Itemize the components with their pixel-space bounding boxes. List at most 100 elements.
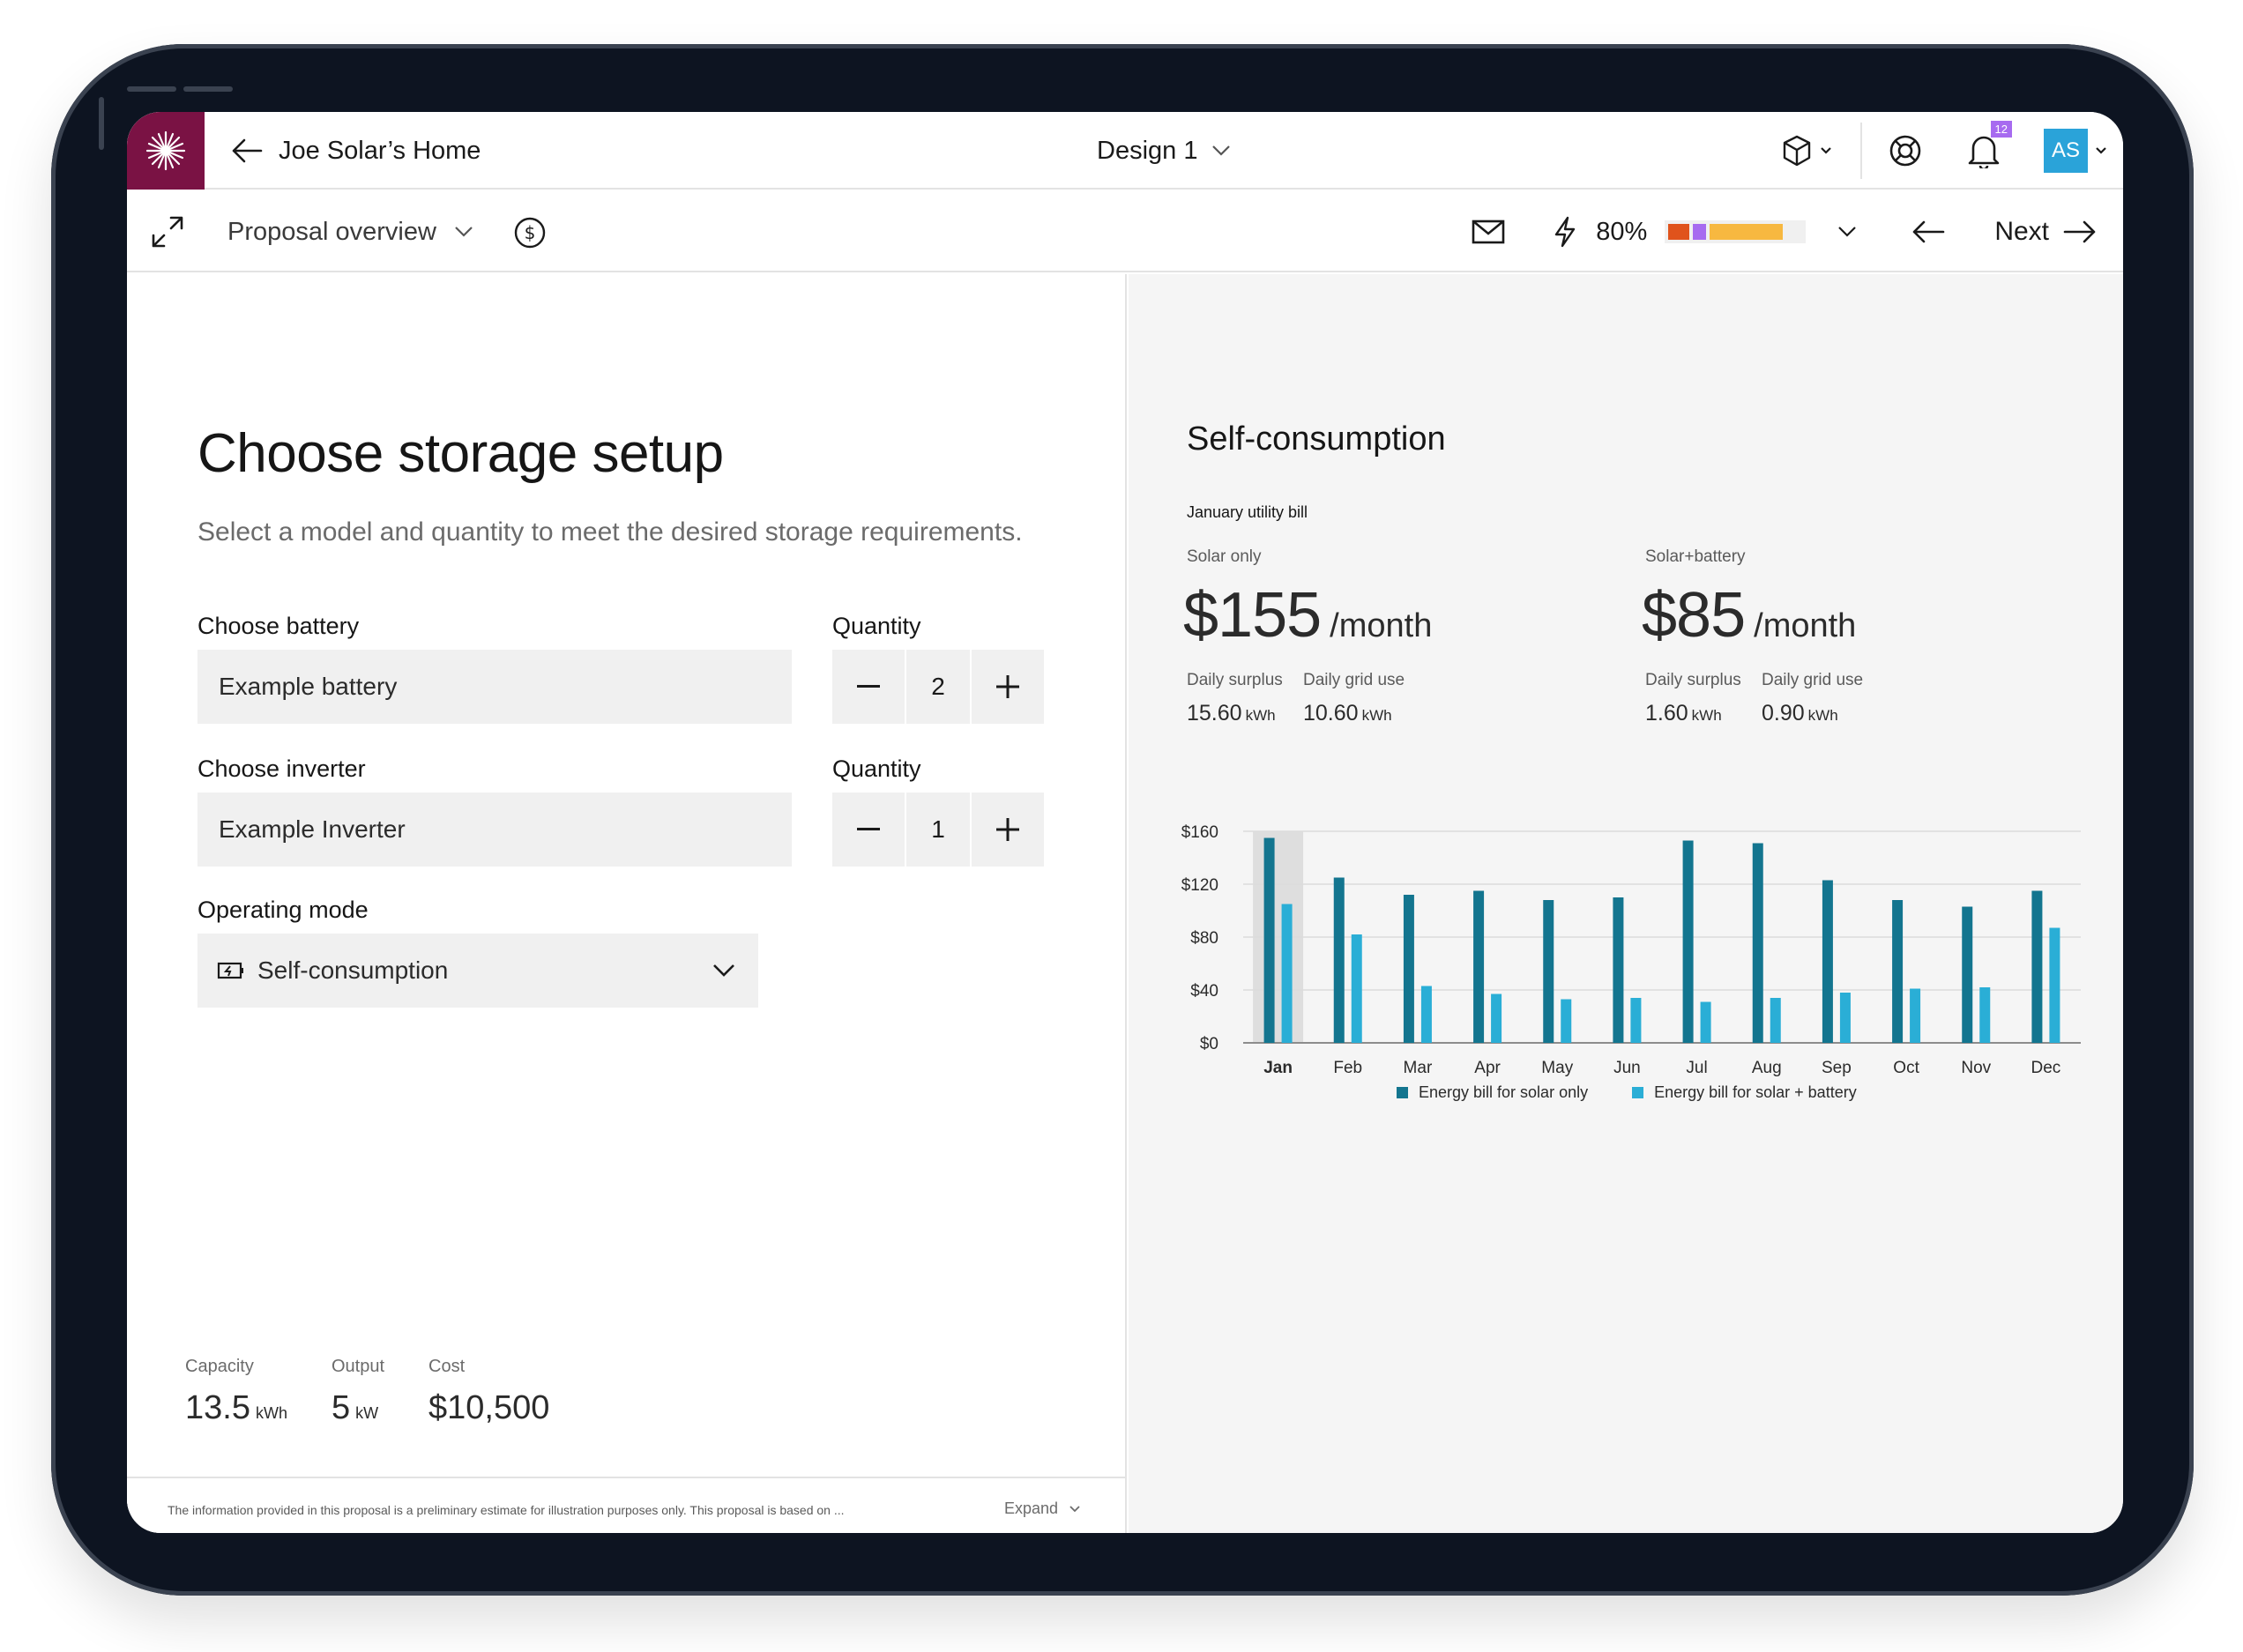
app-screen: Joe Solar’s Home Design 1 (127, 112, 2123, 1533)
bar-solar-only (1403, 895, 1414, 1043)
progress-segment (1710, 224, 1784, 240)
next-button[interactable]: Next (1994, 217, 2097, 247)
bar-solar-battery (1979, 987, 1991, 1043)
surplus-value: 1.60 kWh (1645, 701, 1722, 726)
legend-label: Energy bill for solar + battery (1654, 1083, 1857, 1101)
power-button (99, 97, 104, 150)
metric-unit: kWh (1807, 707, 1838, 724)
solar-only-label: Solar only (1187, 547, 1262, 566)
solar-battery-price: $85/month (1642, 579, 1856, 651)
previous-button[interactable] (1911, 220, 1945, 244)
panel-title: Self-consumption (1187, 420, 1446, 458)
bar-solar-only (1543, 900, 1554, 1043)
svg-text:$: $ (525, 222, 536, 243)
chevron-down-icon (713, 964, 734, 977)
email-button[interactable] (1471, 219, 1506, 245)
increment-button[interactable] (972, 650, 1044, 724)
increment-button[interactable] (972, 793, 1044, 867)
y-tick-label: $0 (1200, 1035, 1218, 1053)
proposal-overview-label: Proposal overview (227, 217, 436, 246)
bar-solar-battery (2049, 927, 2060, 1043)
plus-icon (996, 818, 1019, 841)
inverter-label: Choose inverter (197, 755, 366, 782)
cost-stat: Cost $10,500 (428, 1357, 555, 1427)
proposal-overview-selector[interactable]: Proposal overview (227, 211, 473, 253)
price-period: /month (1330, 607, 1433, 644)
battery-quantity-value[interactable]: 2 (906, 650, 970, 724)
energy-progress[interactable]: 80% (1552, 215, 1857, 249)
help-button[interactable] (1889, 134, 1922, 167)
home-title: Joe Solar’s Home (279, 136, 481, 165)
metric-number: 10.60 (1303, 701, 1359, 726)
top-right-actions: 12 AS (1781, 112, 2123, 190)
decrement-button[interactable] (832, 793, 905, 867)
bar-solar-only (1892, 900, 1904, 1043)
bar-solar-battery (1700, 1001, 1711, 1043)
battery-select[interactable]: Example battery (197, 650, 792, 724)
stat-label: Capacity (185, 1357, 254, 1376)
x-tick-label: Feb (1333, 1059, 1362, 1077)
metric-number: 15.60 (1187, 701, 1242, 726)
bar-solar-only (1613, 897, 1624, 1043)
fullscreen-button[interactable] (148, 212, 187, 251)
progress-bar (1665, 220, 1807, 243)
account-menu[interactable]: AS (2044, 129, 2107, 173)
legend-swatch (1397, 1087, 1408, 1098)
stat-value: $10,500 (428, 1389, 550, 1426)
bar-solar-only (1473, 890, 1485, 1043)
design-selector[interactable]: Design 1 (1097, 130, 1231, 172)
bar-solar-battery (1491, 993, 1502, 1043)
proposal-toolbar: Proposal overview $ 80% (127, 191, 2123, 272)
back-to-home-link[interactable]: Joe Solar’s Home (231, 130, 481, 172)
price-period: /month (1754, 607, 1857, 644)
metric-unit: kWh (1361, 707, 1392, 724)
x-tick-label: Mar (1404, 1059, 1433, 1077)
bar-solar-battery (1561, 999, 1572, 1043)
3d-view-menu[interactable] (1781, 134, 1832, 167)
toolbar-right: 80% Next (1471, 191, 2097, 272)
grid-use-value: 10.60 kWh (1303, 701, 1392, 726)
legend-item: Energy bill for solar + battery (1632, 1083, 1857, 1102)
notification-count-badge: 12 (1990, 121, 2012, 138)
expand-label: Expand (1003, 1499, 1058, 1517)
bar-solar-only (1263, 837, 1275, 1043)
top-bar: Joe Solar’s Home Design 1 (127, 112, 2123, 190)
price-value: $155 (1183, 580, 1322, 651)
brand-logo[interactable] (127, 112, 205, 190)
inverter-select[interactable]: Example Inverter (197, 793, 792, 867)
arrow-right-icon (2063, 220, 2096, 243)
y-tick-label: $40 (1190, 982, 1218, 1001)
pricing-button[interactable]: $ (513, 216, 547, 249)
decrement-button[interactable] (832, 650, 905, 724)
metric-unit: kWh (1245, 707, 1276, 724)
storage-setup-panel: Choose storage setup Select a model and … (127, 274, 1127, 1533)
progress-segment (1693, 224, 1707, 240)
plus-icon (996, 675, 1019, 698)
x-tick-label: Jun (1613, 1059, 1641, 1077)
bar-solar-only (1333, 877, 1345, 1043)
next-label: Next (1994, 217, 2049, 246)
x-tick-label: Aug (1752, 1059, 1782, 1077)
solar-only-price: $155/month (1183, 579, 1432, 651)
notifications-button[interactable]: 12 (1968, 121, 2012, 168)
grid-use-label: Daily grid use (1762, 671, 1864, 689)
expand-disclaimer-button[interactable]: Expand (1004, 1499, 1081, 1518)
bar-solar-battery (1630, 998, 1642, 1043)
battery-quantity-label: Quantity (832, 613, 921, 639)
inverter-quantity-label: Quantity (832, 755, 921, 782)
legend-label: Energy bill for solar only (1419, 1083, 1589, 1101)
bar-solar-battery (1281, 904, 1293, 1043)
operating-mode-select[interactable]: Self-consumption (197, 934, 758, 1008)
arrow-left-icon (232, 138, 263, 163)
lightning-bolt-icon (1555, 216, 1576, 248)
x-tick-label: Jan (1263, 1059, 1293, 1077)
inverter-quantity-value[interactable]: 1 (906, 793, 970, 867)
cube-icon (1783, 135, 1811, 167)
bar-solar-battery (1351, 934, 1362, 1043)
capacity-stat: Capacity 13.5 kWh (185, 1357, 287, 1427)
grid-use-label: Daily grid use (1303, 671, 1405, 689)
x-tick-label: Nov (1961, 1059, 1991, 1077)
price-value: $85 (1642, 580, 1746, 651)
battery-quantity-stepper: 2 (832, 650, 1046, 724)
bar-solar-battery (1770, 998, 1781, 1043)
